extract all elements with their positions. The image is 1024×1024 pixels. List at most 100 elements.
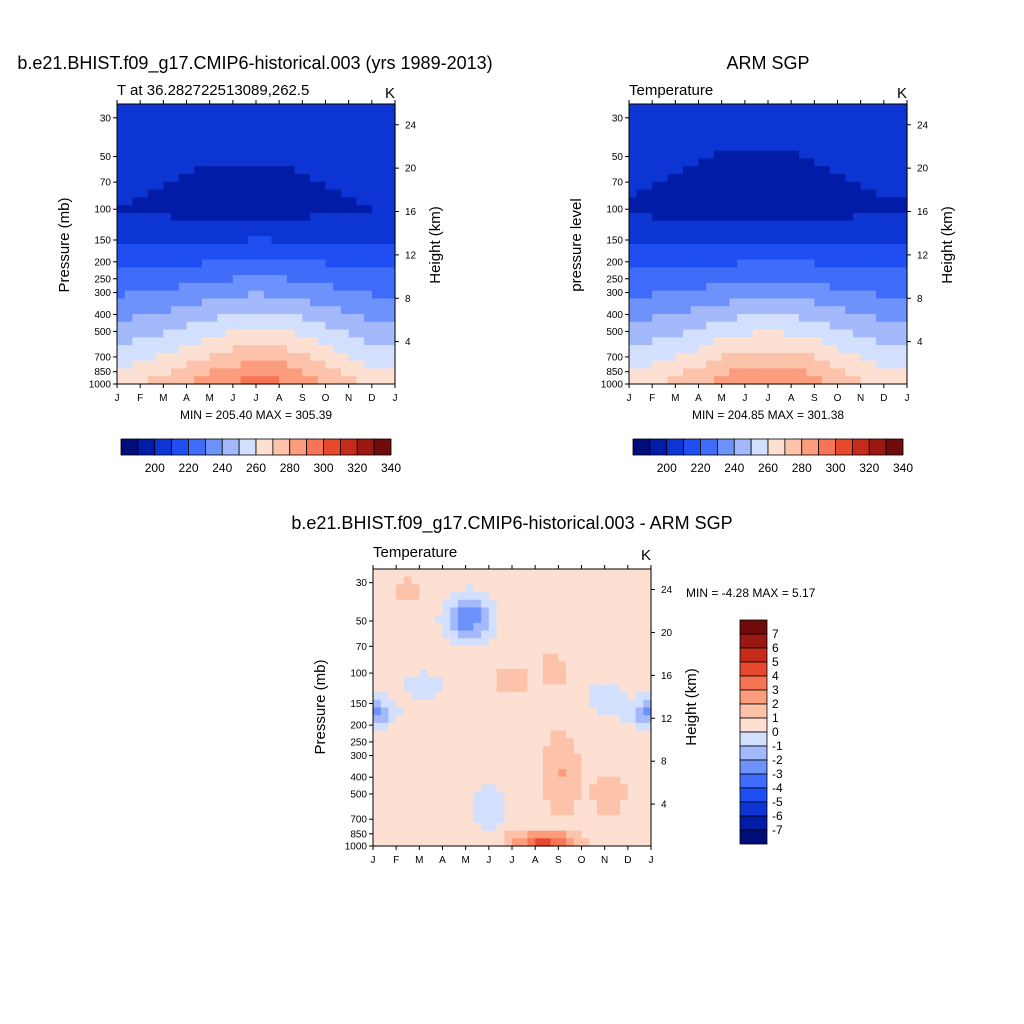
contour-cell — [814, 150, 823, 160]
y-tick-label: 30 — [100, 113, 112, 124]
contour-cell — [775, 298, 785, 307]
contour-cell — [636, 150, 646, 160]
contour-cell — [403, 645, 413, 655]
contour-cell — [635, 692, 644, 701]
contour-cell — [635, 584, 644, 593]
contour-cell — [279, 189, 288, 198]
contour-cell — [652, 166, 661, 175]
contour-cell — [364, 158, 373, 167]
contour-cell — [194, 345, 203, 354]
contour-cell — [132, 104, 141, 113]
contour-cell — [140, 244, 149, 253]
contour-cell — [644, 119, 653, 128]
contour-cell — [837, 189, 846, 198]
contour-cell — [550, 738, 559, 747]
contour-cell — [806, 298, 815, 307]
contour-cell — [635, 738, 644, 747]
contour-cell — [209, 360, 218, 370]
contour-cell — [589, 676, 598, 686]
contour-cell — [248, 212, 257, 222]
contour-cell — [380, 753, 390, 762]
contour-cell — [620, 653, 629, 662]
contour-cell — [675, 298, 684, 307]
colorbar-swatch — [137, 438, 156, 456]
contour-cell — [627, 661, 637, 670]
contour-cell — [550, 638, 559, 647]
contour-cell — [519, 692, 529, 701]
contour-cell — [644, 142, 653, 152]
contour-cell — [822, 345, 831, 354]
contour-cell — [868, 236, 877, 245]
contour-cell — [396, 822, 405, 832]
contour-cell — [667, 376, 676, 385]
contour-cell — [596, 661, 606, 670]
contour-cell — [798, 306, 808, 315]
contour-cell — [496, 807, 505, 816]
contour-cell — [706, 220, 715, 230]
contour-cell — [388, 569, 397, 578]
contour-cell — [232, 337, 242, 346]
contour-cell — [667, 135, 676, 144]
contour-cell — [822, 290, 831, 300]
contour-cell — [852, 166, 862, 175]
contour-cell — [496, 607, 505, 616]
contour-cell — [387, 244, 396, 253]
contour-cell — [706, 329, 715, 338]
contour-cell — [147, 166, 157, 175]
contour-cell — [558, 838, 567, 847]
contour-cell — [340, 306, 350, 315]
contour-cell — [387, 220, 396, 230]
contour-cell — [271, 150, 280, 160]
contour-cell — [683, 166, 692, 175]
contour-cell — [186, 345, 195, 354]
contour-cell — [310, 314, 319, 323]
colorbar-swatch — [739, 801, 768, 817]
contour-cell — [783, 352, 792, 362]
contour-cell — [899, 360, 908, 370]
contour-cell — [652, 251, 661, 261]
contour-cell — [852, 321, 862, 331]
contour-cell — [240, 236, 249, 245]
contour-cell — [248, 306, 257, 315]
contour-cell — [899, 321, 908, 331]
contour-cell — [411, 607, 420, 616]
contour-cell — [899, 314, 908, 323]
contour-cell — [581, 815, 590, 824]
contour-cell — [558, 676, 567, 686]
contour-cell — [837, 298, 846, 307]
contour-cell — [899, 376, 908, 385]
contour-cell — [667, 251, 676, 261]
contour-cell — [364, 306, 373, 315]
contour-cell — [573, 569, 583, 578]
contour-cell — [178, 174, 188, 183]
contour-cell — [171, 251, 180, 261]
contour-cell — [263, 267, 273, 276]
contour-cell — [589, 692, 598, 701]
contour-cell — [713, 368, 723, 377]
contour-cell — [286, 142, 296, 152]
contour-cell — [806, 259, 815, 268]
contour-cell — [652, 135, 661, 144]
contour-cell — [132, 267, 141, 276]
contour-cell — [232, 267, 242, 276]
contour-cell — [504, 761, 513, 770]
contour-cell — [899, 150, 908, 160]
contour-cell — [317, 142, 327, 152]
contour-cell — [194, 251, 203, 261]
contour-cell — [333, 275, 342, 284]
contour-cell — [340, 220, 350, 230]
contour-cell — [558, 769, 567, 778]
contour-cell — [791, 337, 800, 346]
contour-cell — [186, 189, 195, 198]
contour-cell — [644, 368, 653, 377]
contour-cell — [434, 684, 444, 693]
contour-cell — [883, 205, 893, 214]
contour-cell — [760, 352, 769, 362]
y-right-tick-label: 20 — [917, 164, 929, 175]
y-tick-label: 250 — [94, 274, 111, 285]
contour-cell — [387, 267, 396, 276]
contour-cell — [380, 769, 390, 778]
contour-cell — [434, 645, 444, 655]
contour-cell — [604, 676, 613, 686]
contour-cell — [248, 314, 257, 323]
